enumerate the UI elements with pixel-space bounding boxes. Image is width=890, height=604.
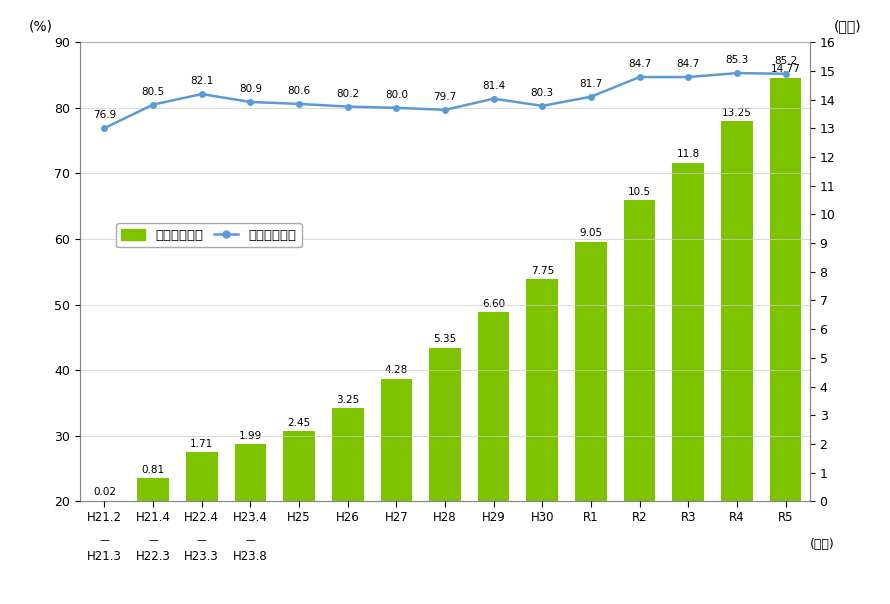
Text: 1.99: 1.99: [239, 431, 262, 441]
Text: (年度): (年度): [810, 538, 835, 551]
Bar: [332, 408, 363, 501]
Text: 1.71: 1.71: [190, 439, 214, 449]
Text: H22.3: H22.3: [135, 550, 171, 563]
Text: H23.3: H23.3: [184, 550, 219, 563]
Text: 10.5: 10.5: [628, 187, 651, 197]
Text: 13.25: 13.25: [722, 108, 752, 118]
Text: 84.7: 84.7: [676, 59, 700, 69]
Bar: [478, 312, 509, 501]
Text: 81.4: 81.4: [482, 81, 506, 91]
Text: 2.45: 2.45: [287, 417, 311, 428]
Bar: [235, 444, 266, 501]
Text: 84.7: 84.7: [628, 59, 651, 69]
Text: 11.8: 11.8: [676, 149, 700, 159]
Text: 9.05: 9.05: [579, 228, 603, 238]
Text: 80.0: 80.0: [384, 90, 408, 100]
Text: 7.75: 7.75: [530, 266, 554, 275]
Text: 76.9: 76.9: [93, 111, 116, 120]
Bar: [575, 242, 607, 501]
Text: —: —: [246, 535, 255, 545]
Text: 0.81: 0.81: [142, 464, 165, 475]
Text: H23.8: H23.8: [233, 550, 268, 563]
Text: 3.25: 3.25: [336, 394, 360, 405]
Text: (%): (%): [29, 19, 53, 33]
Bar: [770, 77, 801, 501]
Bar: [283, 431, 315, 501]
Text: 0.02: 0.02: [93, 487, 116, 497]
Text: 82.1: 82.1: [190, 76, 214, 86]
Text: 80.2: 80.2: [336, 89, 360, 98]
Bar: [186, 452, 217, 501]
Text: —: —: [100, 535, 109, 545]
Bar: [381, 379, 412, 501]
Text: 14.77: 14.77: [771, 64, 800, 74]
Text: —: —: [149, 535, 158, 545]
Bar: [673, 162, 704, 501]
Text: 80.5: 80.5: [142, 87, 165, 97]
Text: 79.7: 79.7: [433, 92, 457, 102]
Text: 80.9: 80.9: [239, 84, 262, 94]
Text: 80.3: 80.3: [530, 88, 554, 98]
Text: 6.60: 6.60: [482, 298, 506, 309]
Bar: [527, 279, 558, 501]
Text: —: —: [197, 535, 206, 545]
Bar: [429, 348, 461, 501]
Text: H21.3: H21.3: [87, 550, 122, 563]
Bar: [721, 121, 753, 501]
Bar: [137, 478, 169, 501]
Text: 5.35: 5.35: [433, 335, 457, 344]
Text: 81.7: 81.7: [579, 79, 603, 89]
Text: 85.3: 85.3: [725, 55, 748, 65]
Text: 80.6: 80.6: [287, 86, 311, 96]
Bar: [624, 200, 655, 501]
Text: 85.2: 85.2: [774, 56, 797, 66]
Text: 4.28: 4.28: [384, 365, 408, 375]
Legend: 累積削減枚数, レジ袋辞退率: 累積削減枚数, レジ袋辞退率: [116, 223, 302, 247]
Text: (億枚): (億枚): [833, 19, 861, 33]
